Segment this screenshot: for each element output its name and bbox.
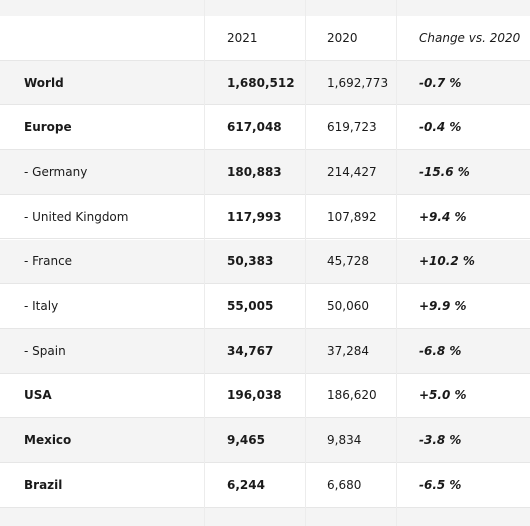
change-value: -15.6 % xyxy=(419,164,470,179)
table-row: - Italy 55,005 50,060 +9.9 % xyxy=(0,284,530,329)
row-label: Brazil xyxy=(24,477,63,492)
value-2020: 214,427 xyxy=(327,164,377,179)
change-value: -6.5 % xyxy=(419,477,462,492)
value-2020: 37,284 xyxy=(327,343,369,358)
value-2021: 6,244 xyxy=(227,477,265,492)
top-cut-row xyxy=(0,0,530,16)
table-row: Mexico 9,465 9,834 -3.8 % xyxy=(0,418,530,463)
value-2021: 50,383 xyxy=(227,254,274,269)
change-value: +5.0 % xyxy=(419,388,467,403)
header-change: Change vs. 2020 xyxy=(419,30,521,45)
bottom-cut-row xyxy=(0,508,530,526)
value-2020: 50,060 xyxy=(327,299,369,314)
value-2020: 9,834 xyxy=(327,433,362,448)
table-row: - United Kingdom 117,993 107,892 +9.4 % xyxy=(0,195,530,240)
value-2020: 1,692,773 xyxy=(327,75,389,90)
change-value: +9.9 % xyxy=(419,299,467,314)
table-row: - Germany 180,883 214,427 -15.6 % xyxy=(0,150,530,195)
table-row: - France 50,383 45,728 +10.2 % xyxy=(0,239,530,285)
header-2020: 2020 xyxy=(327,30,358,45)
table-row: World 1,680,512 1,692,773 -0.7 % xyxy=(0,60,530,106)
row-label: - Spain xyxy=(24,343,66,358)
value-2020: 45,728 xyxy=(327,254,369,269)
column-divider xyxy=(204,0,205,526)
table-row: USA 196,038 186,620 +5.0 % xyxy=(0,374,530,419)
change-value: +9.4 % xyxy=(419,209,467,224)
row-label: - Germany xyxy=(24,164,88,179)
table-row: Europe 617,048 619,723 -0.4 % xyxy=(0,105,530,151)
value-2021: 9,465 xyxy=(227,433,265,448)
value-2021: 55,005 xyxy=(227,299,274,314)
value-2020: 619,723 xyxy=(327,120,377,135)
row-label: - United Kingdom xyxy=(24,209,129,224)
value-2020: 186,620 xyxy=(327,388,377,403)
table-row: - Spain 34,767 37,284 -6.8 % xyxy=(0,328,530,374)
value-2021: 196,038 xyxy=(227,388,282,403)
value-2021: 1,680,512 xyxy=(227,75,295,90)
value-2021: 34,767 xyxy=(227,343,274,358)
table-row: Brazil 6,244 6,680 -6.5 % xyxy=(0,463,530,508)
value-2020: 107,892 xyxy=(327,209,377,224)
table-header-row: 2021 2020 Change vs. 2020 xyxy=(0,16,530,61)
change-value: -6.8 % xyxy=(419,343,462,358)
row-label: USA xyxy=(24,388,52,403)
header-2021: 2021 xyxy=(227,30,258,45)
change-value: -0.7 % xyxy=(419,75,462,90)
column-divider xyxy=(396,0,397,526)
value-2021: 180,883 xyxy=(227,164,282,179)
row-label: Mexico xyxy=(24,433,72,448)
change-value: -0.4 % xyxy=(419,120,462,135)
change-value: +10.2 % xyxy=(419,254,475,269)
row-label: - Italy xyxy=(24,299,59,314)
value-2021: 117,993 xyxy=(227,209,282,224)
column-divider xyxy=(305,0,306,526)
row-label: World xyxy=(24,75,64,90)
row-label: - France xyxy=(24,254,73,269)
change-value: -3.8 % xyxy=(419,433,462,448)
row-label: Europe xyxy=(24,120,72,135)
value-2021: 617,048 xyxy=(227,120,282,135)
value-2020: 6,680 xyxy=(327,477,362,492)
